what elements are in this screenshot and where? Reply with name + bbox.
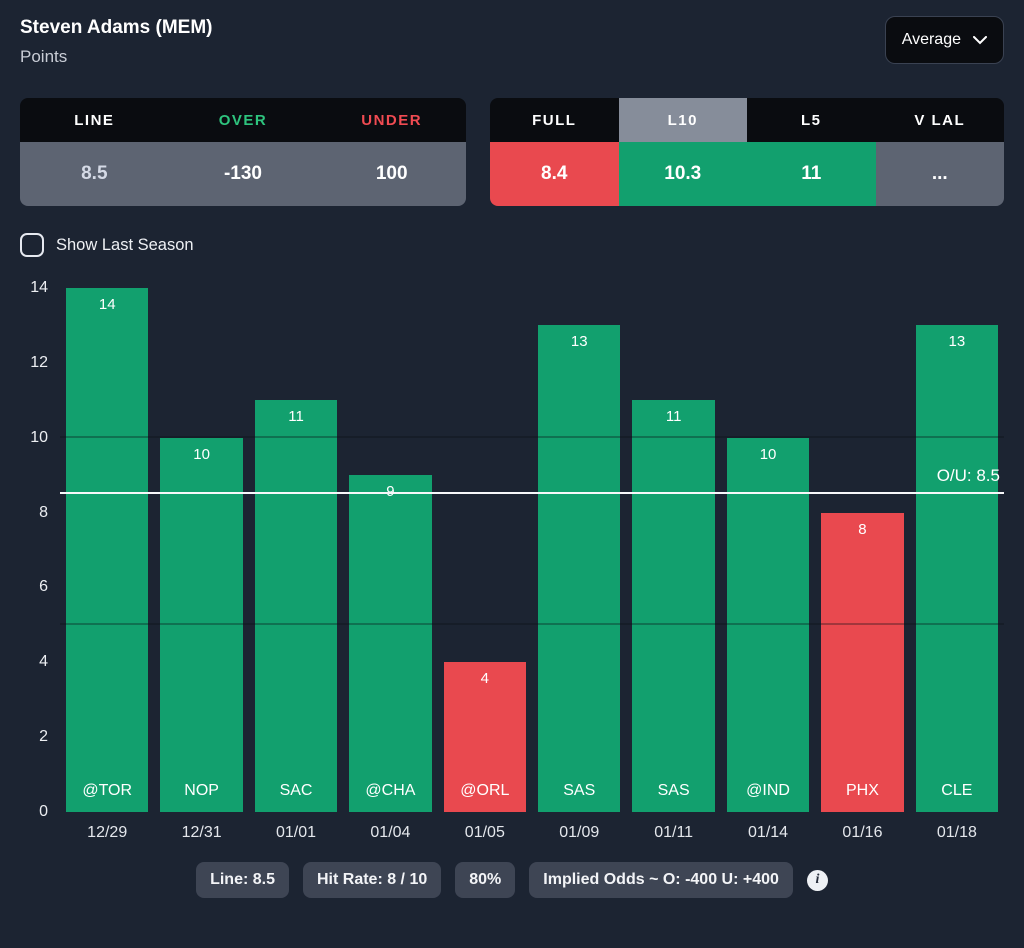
date-axis: 12/29 12/31 01/01 01/04 01/05 01/09 01/11 01/14… [60,824,1004,842]
bar-value-label: 13 [570,333,588,351]
y-tick-label: 2 [39,728,48,746]
over-under-label: O/U: 8.5 [936,465,1000,485]
gridline [60,435,1004,438]
show-last-season-label: Show Last Season [56,235,194,254]
bar-value-label: 8 [858,520,867,538]
y-tick-label: 0 [39,803,48,820]
bar-value-label: 14 [98,296,116,313]
hit-rate-percent-chip: 80% [455,862,516,898]
bar-value-label: 11 [288,408,304,426]
show-last-season-checkbox[interactable] [20,233,44,257]
bar-opponent-label: @ORL [460,782,510,799]
splits-table: FULL L10 L5 V LAL 8.4 10.3 11 ... [490,98,1004,206]
date-label: 01/16 [842,824,883,841]
tables-row: LINE OVER UNDER 8.5 -130 100 FULL L10 L5… [20,98,1004,206]
y-tick-label: 8 [39,503,48,521]
y-tick-label: 6 [39,578,48,596]
y-tick-label: 14 [30,279,48,296]
odds-value-line: 8.5 [20,142,169,206]
bar-opponent-label: @IND [746,782,790,799]
bar-value-label: 10 [759,445,777,463]
bar-column[interactable]: 11 SAC [254,400,338,812]
y-tick-label: 12 [30,353,48,371]
player-name: Steven Adams (MEM) [20,17,213,38]
bar-opponent-label: SAS [657,782,690,799]
splits-tab-l10[interactable]: L10 [618,98,747,142]
over-under-line [60,491,1004,494]
footer-summary: Line: 8.5 Hit Rate: 8 / 10 80% Implied O… [20,862,1004,898]
hit-rate-chip: Hit Rate: 8 / 10 [302,862,442,898]
splits-tab-vlal[interactable]: V LAL [875,98,1004,142]
bar-opponent-label: SAS [563,782,596,799]
date-label: 01/11 [654,824,694,841]
splits-value-vlal: ... [875,142,1004,206]
gridline [60,622,1004,625]
splits-tab-full[interactable]: FULL [490,98,619,142]
bar-value-label: 13 [948,333,966,351]
bar-opponent-label: PHX [846,782,879,799]
date-label: 01/18 [936,824,977,841]
bar-value-label: 9 [349,483,431,500]
date-label: 12/31 [181,824,222,841]
implied-odds-chip: Implied Odds ~ O: -400 U: +400 [529,862,793,898]
splits-value-l10: 10.3 [618,142,747,206]
splits-value-full: 8.4 [490,142,619,206]
bar-column[interactable]: 10 NOP [160,437,243,812]
bar-value-label: 4 [480,670,489,688]
bar-opponent-label: @CHA [365,782,416,799]
bar-column[interactable]: 10 @IND [726,437,810,812]
date-label: 01/14 [748,824,789,841]
y-tick-label: 4 [39,653,48,671]
bar-column[interactable]: 11 SAS [632,400,715,812]
y-axis: 0 2 4 6 8 10 12 14 [20,280,60,820]
bar-value-label: 11 [665,408,682,426]
date-label: 12/29 [87,824,128,841]
splits-tab-l5[interactable]: L5 [747,98,876,142]
stat-name: Points [20,47,68,66]
date-label: 01/09 [559,824,600,841]
date-label: 01/01 [275,824,317,841]
bar-column[interactable]: 9 @CHA [349,475,432,812]
bar-column[interactable]: 14 @TOR [66,288,149,812]
bar-column[interactable]: 13 CLE [915,325,999,812]
bar-opponent-label: NOP [184,782,219,799]
odds-header-over: OVER [168,98,318,142]
average-dropdown-label: Average [901,31,961,48]
plot-area: 14 @TOR 10 NOP 11 SAC 9 @CHA 4 @ORL 13 SAS 11 SAS 10 @I… [60,288,1004,812]
bar-column[interactable]: 4 @ORL [443,662,527,812]
bar-opponent-label: @TOR [82,782,133,799]
header: Steven Adams (MEM) Points Average [20,16,1004,80]
bar-opponent-label: CLE [941,782,973,799]
chevron-down-icon [973,35,987,45]
line-chip: Line: 8.5 [196,862,289,898]
odds-header-under: UNDER [317,98,466,142]
odds-table: LINE OVER UNDER 8.5 -130 100 [20,98,466,206]
bar-opponent-label: SAC [279,782,313,799]
info-icon[interactable]: i [806,869,828,891]
odds-header-line: LINE [20,98,169,142]
bar-column[interactable]: 13 SAS [538,325,621,812]
bar-value-label: 10 [193,445,210,463]
average-dropdown[interactable]: Average [884,16,1004,64]
y-tick-label: 10 [30,428,48,446]
points-bar-chart: 0 2 4 6 8 10 12 14 14 @TOR 10 NOP 11 SAC 9 @CHA 4 @ORL 13… [20,280,1004,820]
date-label: 01/04 [370,824,411,841]
odds-value-under: 100 [317,142,466,206]
show-last-season-row: Show Last Season [20,232,1004,258]
date-label: 01/05 [464,824,505,841]
odds-value-over: -130 [168,142,318,206]
bar-column[interactable]: 8 PHX [821,512,904,812]
splits-value-l5: 11 [747,142,876,206]
